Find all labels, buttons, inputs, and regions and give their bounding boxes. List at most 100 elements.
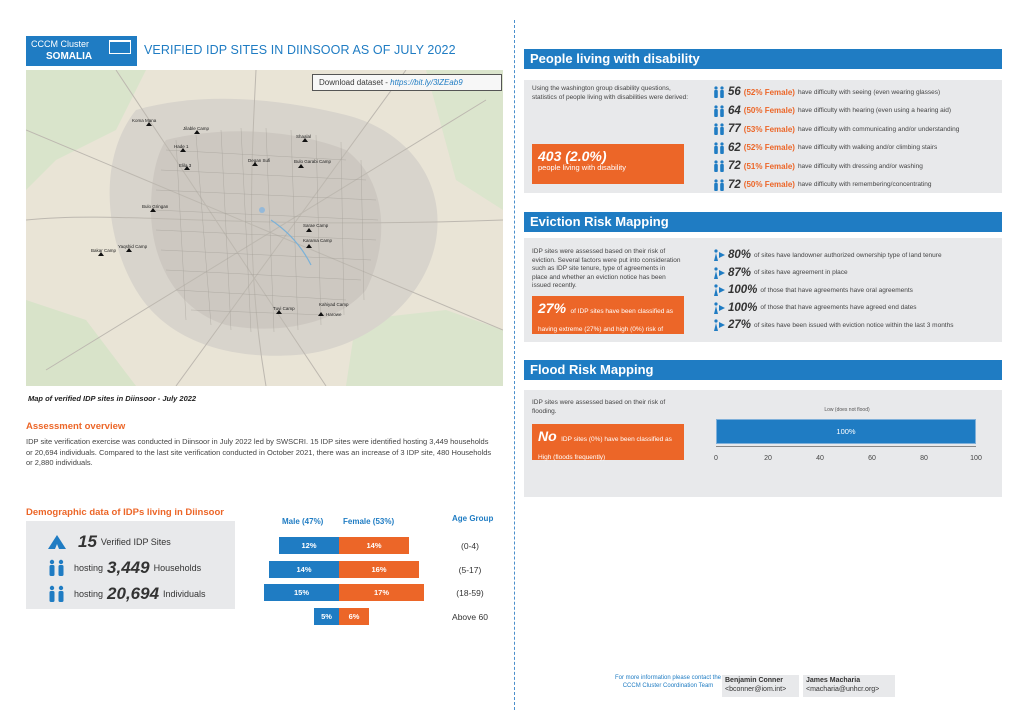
disability-stat-num: 72	[728, 178, 741, 191]
people-icon	[49, 585, 64, 602]
disability-panel: Using the washington group disability qu…	[524, 80, 1002, 193]
disability-stat-text: have difficulty with seeing (even wearin…	[797, 88, 941, 96]
ind-label: Individuals	[163, 589, 206, 599]
disability-stat-text: have difficulty with dressing and/or was…	[797, 162, 923, 170]
flood-tick-label: 40	[816, 455, 824, 462]
pyramid-bar-female: 14%	[339, 537, 409, 554]
hh-prefix: hosting	[74, 563, 104, 573]
pyramid-bar-male: 5%	[314, 607, 339, 625]
eviction-stat-num: 100%	[728, 301, 758, 314]
eviction-stat-num: 80%	[728, 249, 752, 261]
contact1-email[interactable]: <bconner@iom.int>	[725, 686, 787, 693]
logo-line1: CCCM Cluster	[31, 39, 90, 49]
eviction-icon	[712, 284, 726, 296]
pyramid-bar-male: 15%	[264, 584, 339, 601]
eviction-icon	[712, 301, 726, 314]
demographics-panel: 15 Verified IDP Sites hosting 3,449 Hous…	[26, 521, 235, 609]
person-icon	[712, 141, 726, 154]
disability-total-label: people living with disability	[538, 163, 626, 172]
pyramid-age-header: Age Group	[452, 514, 494, 523]
map-svg: Koma Mana Jilable Camp Hade 1 Elila 3 De…	[26, 70, 503, 386]
svg-text:Bakar Camp: Bakar Camp	[91, 248, 117, 253]
download-dataset[interactable]: Download dataset - https://bit.ly/3lZEab…	[312, 74, 502, 91]
download-link[interactable]: https://bit.ly/3lZEab9	[390, 78, 463, 87]
pyramid-bar-male: 14%	[269, 560, 339, 578]
disability-stat-pct: (50% Female)	[743, 180, 795, 189]
ind-prefix: hosting	[74, 589, 104, 599]
disability-stat-num: 62	[728, 141, 741, 154]
demographics-heading: Demographic data of IDPs living in Diins…	[26, 507, 224, 518]
disability-stat-num: 56	[728, 86, 741, 98]
households-row: hosting 3,449 Households	[46, 557, 201, 579]
footer-note: For more information please contact the …	[614, 675, 722, 689]
svg-text:Sarae Camp: Sarae Camp	[303, 223, 329, 228]
pyramid-age-label: (18-59)	[456, 588, 484, 598]
hh-num: 3,449	[107, 558, 150, 577]
flood-chart-bar: 100%	[716, 419, 976, 444]
eviction-stat-num: 100%	[728, 284, 758, 296]
svg-text:Jilable Camp: Jilable Camp	[183, 126, 210, 131]
person-icon	[712, 178, 726, 191]
svg-text:Kahiyad Camp: Kahiyad Camp	[319, 302, 349, 307]
overview-text: IDP site verification exercise was condu…	[26, 437, 492, 467]
download-label: Download dataset -	[319, 78, 391, 87]
eviction-panel: IDP sites were assessed based on their r…	[524, 238, 1002, 351]
eviction-big-box: 27% of IDP sites have been classified as…	[532, 296, 684, 351]
flood-big: No	[538, 428, 557, 444]
flood-tick-label: 0	[714, 455, 718, 462]
ind-num: 20,694	[107, 584, 160, 603]
disability-stat-text: have difficulty with remembering/concent…	[797, 181, 932, 188]
disability-stat-pct: (52% Female)	[743, 87, 795, 97]
eviction-stat-text: of sites have been issued with eviction …	[754, 321, 954, 329]
pyramid-male-header: Male (47%)	[282, 517, 324, 526]
eviction-stat-text: of those that have agreements have agree…	[760, 304, 917, 311]
disability-intro: Using the washington group disability qu…	[532, 85, 689, 101]
sites-row: 15 Verified IDP Sites	[46, 531, 171, 553]
eviction-stat-row: 87% of sites have agreement in place	[712, 266, 848, 280]
disability-stat-pct: (53% Female)	[743, 124, 795, 134]
sites-num: 15	[78, 532, 97, 551]
eviction-stat-text: of sites have landowner authorized owner…	[754, 251, 942, 259]
contact2-email[interactable]: <macharia@unhcr.org>	[806, 686, 880, 693]
eviction-stat-text: of those that have agreements have oral …	[760, 286, 913, 294]
individuals-row: hosting 20,694 Individuals	[46, 583, 206, 605]
svg-text:Harowe: Harowe	[326, 312, 342, 317]
pyramid-bar-female: 6%	[339, 607, 369, 625]
disability-stat-pct: (51% Female)	[743, 161, 795, 171]
idp-site-map: Koma Mana Jilable Camp Hade 1 Elila 3 De…	[26, 70, 503, 386]
flood-big-text: IDP sites (0%) have been classified as H…	[538, 436, 672, 461]
disability-stat-row: 77 (53% Female) have difficulty with commu…	[712, 122, 959, 136]
eviction-icon	[712, 249, 726, 261]
flood-tick-label: 60	[868, 455, 876, 462]
eviction-stat-row: 100% of those that have agreements have o…	[712, 283, 913, 297]
flood-heading: Flood Risk Mapping	[524, 360, 1002, 380]
disability-stat-num: 64	[728, 104, 741, 117]
page-divider	[514, 20, 515, 710]
flood-chart-title: Low (does not flood)	[824, 407, 870, 413]
disability-stat-row: 62 (52% Female) have difficulty with walki…	[712, 141, 937, 155]
eviction-stat-row: 27% of sites have been issued with evicti…	[712, 318, 953, 332]
building-icon	[109, 40, 131, 54]
disability-stat-text: have difficulty with hearing (even using…	[797, 107, 952, 114]
flood-intro: IDP sites were assessed based on their r…	[532, 399, 666, 415]
disability-stat-pct: (50% Female)	[743, 106, 795, 115]
pyramid-female-header: Female (53%)	[343, 517, 395, 526]
disability-total: 403 (2.0%)	[538, 148, 607, 164]
pyramid-age-label: Above 60	[452, 611, 488, 622]
svg-text:Degan Sufi: Degan Sufi	[248, 158, 270, 163]
pyramid-age-label: (0-4)	[461, 541, 479, 551]
disability-stat-text: have difficulty with communicating and/o…	[797, 125, 960, 133]
page-title: VERIFIED IDP SITES IN DIINSOOR AS OF JUL…	[144, 43, 456, 57]
contact2-name: James Macharia	[806, 677, 861, 684]
disability-stat-num: 77	[728, 123, 741, 135]
eviction-stat-num: 87%	[728, 266, 752, 279]
eviction-stat-row: 80% of sites have landowner authorized ow…	[712, 248, 942, 262]
eviction-big-text: of IDP sites have been classified as hav…	[538, 308, 673, 351]
disability-stat-row: 64 (50% Female) have difficulty with heari…	[712, 104, 951, 118]
eviction-icon	[712, 266, 726, 279]
eviction-intro: IDP sites were assessed based on their r…	[532, 248, 681, 289]
logo-line2: SOMALIA	[46, 51, 93, 62]
svg-text:Tuyi Camp: Tuyi Camp	[273, 306, 295, 311]
flood-big-box: No IDP sites (0%) have been classified a…	[532, 424, 684, 461]
eviction-heading: Eviction Risk Mapping	[524, 212, 1002, 232]
